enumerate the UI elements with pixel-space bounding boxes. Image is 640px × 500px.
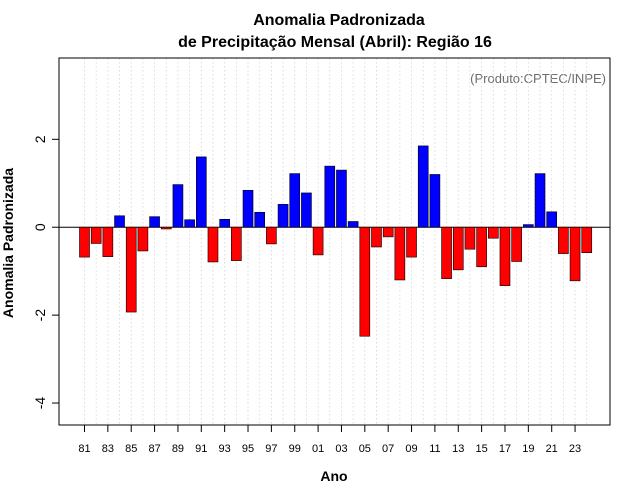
- bar-14: [464, 226, 476, 250]
- x-tick-label: 95: [242, 443, 254, 455]
- y-tick-label: 0: [32, 223, 48, 231]
- bar-12: [441, 226, 452, 279]
- x-tick-label: 11: [429, 443, 440, 455]
- bar-94: [231, 226, 242, 261]
- x-tick-label: 13: [452, 443, 464, 455]
- bar-19: [523, 224, 534, 228]
- bar-21: [546, 211, 558, 228]
- bar-22: [558, 226, 569, 254]
- bar-03: [336, 169, 347, 228]
- bar-97: [266, 226, 277, 245]
- bar-01: [312, 226, 324, 256]
- grid-layer: [84, 58, 588, 425]
- bar-96: [254, 211, 265, 228]
- bar-20: [534, 173, 546, 228]
- chart-title: Anomalia Padronizada: [253, 12, 425, 29]
- bar-93: [219, 219, 230, 228]
- bar-84: [114, 215, 125, 228]
- y-tick-label: 2: [32, 135, 48, 143]
- bar-99: [289, 173, 301, 228]
- bars-layer: [79, 145, 593, 337]
- x-tick-label: 91: [195, 443, 207, 455]
- x-tick-label: 17: [499, 443, 511, 455]
- bar-83: [102, 226, 114, 257]
- x-tick-label: 97: [265, 443, 277, 455]
- x-tick-label: 81: [78, 443, 90, 455]
- bar-06: [371, 226, 382, 248]
- chart-subtitle: de Precipitação Mensal (Abril): Região 1…: [178, 34, 492, 51]
- bar-91: [196, 156, 207, 228]
- bar-04: [347, 221, 359, 228]
- bar-95: [242, 189, 254, 228]
- bar-08: [394, 226, 406, 281]
- bar-82: [90, 226, 102, 244]
- credit-label: (Produto:CPTEC/INPE): [470, 71, 606, 86]
- x-tick-label: 15: [475, 443, 487, 455]
- x-tick-label: 07: [382, 443, 394, 455]
- bar-17: [499, 226, 511, 286]
- bar-85: [125, 226, 137, 313]
- bar-23: [569, 226, 581, 282]
- x-tick-label: 85: [125, 443, 137, 455]
- bar-16: [487, 226, 499, 239]
- bar-98: [277, 204, 289, 228]
- y-tick-label: -4: [32, 397, 48, 410]
- x-tick-label: 83: [102, 443, 114, 455]
- bar-88: [160, 226, 172, 230]
- bar-89: [172, 184, 184, 228]
- bar-24: [581, 226, 593, 254]
- x-tick-label: 93: [219, 443, 231, 455]
- bar-87: [149, 216, 160, 228]
- x-axis-ticks: 81 83 85 87 89 91 93 95 97 99 01 03 05 07 09 11 13 15 17 19…: [78, 425, 581, 455]
- x-tick-label: 09: [405, 443, 417, 455]
- bar-18: [511, 226, 522, 262]
- bar-90: [184, 219, 195, 228]
- bar-13: [452, 226, 464, 271]
- x-tick-label: 05: [359, 443, 371, 455]
- bar-09: [406, 226, 417, 258]
- bar-11: [429, 174, 441, 228]
- x-tick-label: 99: [289, 443, 301, 455]
- bar-00: [301, 192, 312, 228]
- y-axis-ticks: -4 -2 0 2: [32, 135, 59, 409]
- x-tick-label: 21: [546, 443, 558, 455]
- x-tick-label: 87: [148, 443, 160, 455]
- x-tick-label: 89: [172, 443, 184, 455]
- x-tick-label: 23: [569, 443, 581, 455]
- bar-07: [382, 226, 394, 238]
- bar-86: [137, 226, 149, 252]
- bar-15: [476, 226, 487, 268]
- x-tick-label: 01: [312, 443, 324, 455]
- y-axis-label: Anomalia Padronizada: [0, 168, 16, 318]
- x-axis-label: Ano: [320, 468, 347, 484]
- plot-frame: [58, 57, 611, 426]
- bar-10: [417, 145, 429, 228]
- bar-05: [359, 226, 371, 337]
- x-tick-label: 03: [335, 443, 347, 455]
- bar-81: [79, 226, 90, 258]
- y-tick-label: -2: [32, 309, 48, 322]
- x-tick-label: 19: [522, 443, 534, 455]
- bar-02: [324, 165, 336, 228]
- bar-92: [207, 226, 219, 263]
